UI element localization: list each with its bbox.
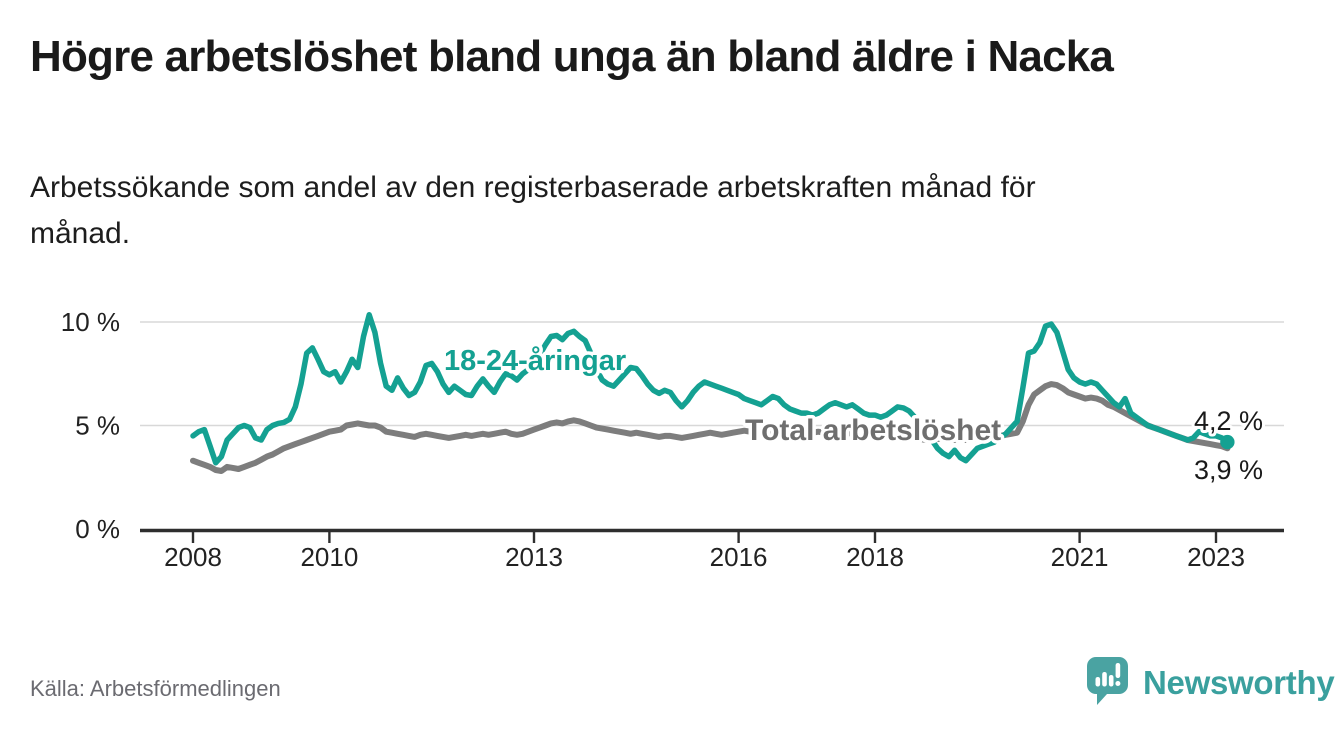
x-axis-tick-label: 2008 (164, 542, 222, 572)
series-line-total (190, 381, 1231, 474)
bar-1 (1095, 677, 1101, 687)
x-axis-tick-label: 2016 (710, 542, 768, 572)
value-label-total: 3,9 % (1194, 455, 1263, 485)
x-axis-tick-label: 2010 (300, 542, 358, 572)
exclamation-bar (1115, 663, 1121, 678)
newsworthy-wordmark: Newsworthy (1143, 664, 1335, 701)
speech-bubble-shape (1087, 657, 1128, 705)
source-note: Källa: Arbetsförmedlingen (30, 676, 281, 701)
exclamation-dot (1115, 681, 1121, 686)
subtitle-line-1: Arbetssökande som andel av den registerb… (30, 171, 1036, 204)
x-axis-tick-label: 2013 (505, 542, 563, 572)
series-line-youth (190, 312, 1231, 466)
value-label-youth: 4,2 % (1194, 406, 1263, 436)
y-axis-tick-label: 5 % (75, 411, 120, 441)
x-axis-tick-label: 2021 (1051, 542, 1109, 572)
x-axis-tick-label: 2023 (1187, 542, 1245, 572)
bar-3 (1108, 675, 1114, 687)
y-axis-tick-label: 10 % (61, 307, 120, 337)
page-title: Högre arbetslöshet bland unga än bland ä… (30, 32, 1114, 81)
bar-2 (1102, 672, 1107, 687)
series-label-youth: 18-24-åringar (444, 345, 626, 377)
y-axis-tick-label: 0 % (75, 514, 120, 544)
newsworthy-icon (1087, 657, 1128, 705)
newsworthy-logo: Newsworthy (1086, 656, 1335, 708)
x-axis-tick-label: 2018 (846, 542, 904, 572)
series-label-total: Total arbetslöshet (745, 414, 1001, 447)
subtitle-line-2: månad. (30, 216, 131, 250)
page-subtitle: Arbetssökande som andel av den registerb… (30, 165, 1260, 257)
series-end-dot (1220, 434, 1235, 450)
